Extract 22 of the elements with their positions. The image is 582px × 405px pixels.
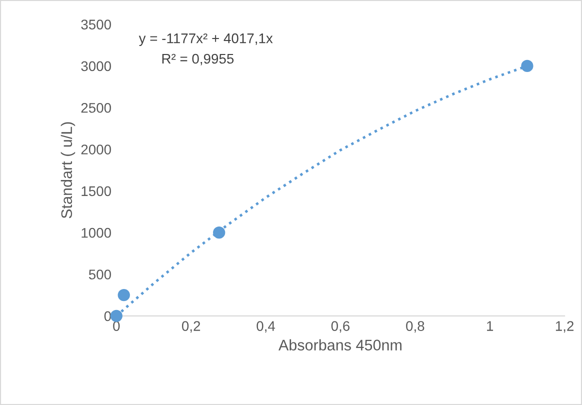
y-tick-label: 1500	[82, 186, 111, 196]
x-tick-label: 0,2	[182, 321, 200, 333]
y-axis-title: Standart ( u/L)	[60, 122, 76, 218]
annotation: R² = 0,9955	[162, 54, 234, 66]
point	[118, 288, 130, 302]
y-tick-label: 500	[88, 270, 111, 280]
y-tick-label: 3500	[81, 20, 111, 30]
y-tick-label: 1000	[82, 228, 111, 238]
x-tick-label: 0,4	[256, 321, 276, 333]
annotation: y = -1177x² + 4017,1x	[138, 33, 273, 46]
x-tick-label: 0,8	[406, 321, 424, 333]
x-tick-label: 1	[487, 321, 494, 331]
x-tick-label: 0,6	[331, 321, 350, 333]
point	[213, 226, 226, 239]
y-tick-label: 2000	[81, 144, 111, 154]
point	[110, 310, 122, 322]
y-tick-label: 2500	[81, 102, 111, 113]
point	[521, 60, 534, 72]
x-tick-label: 0	[113, 321, 120, 331]
x-tick-label: 1,2	[556, 321, 574, 333]
x-axis-title: Absorbans 450nm	[278, 339, 402, 350]
y-tick-label: 3000	[81, 61, 111, 72]
